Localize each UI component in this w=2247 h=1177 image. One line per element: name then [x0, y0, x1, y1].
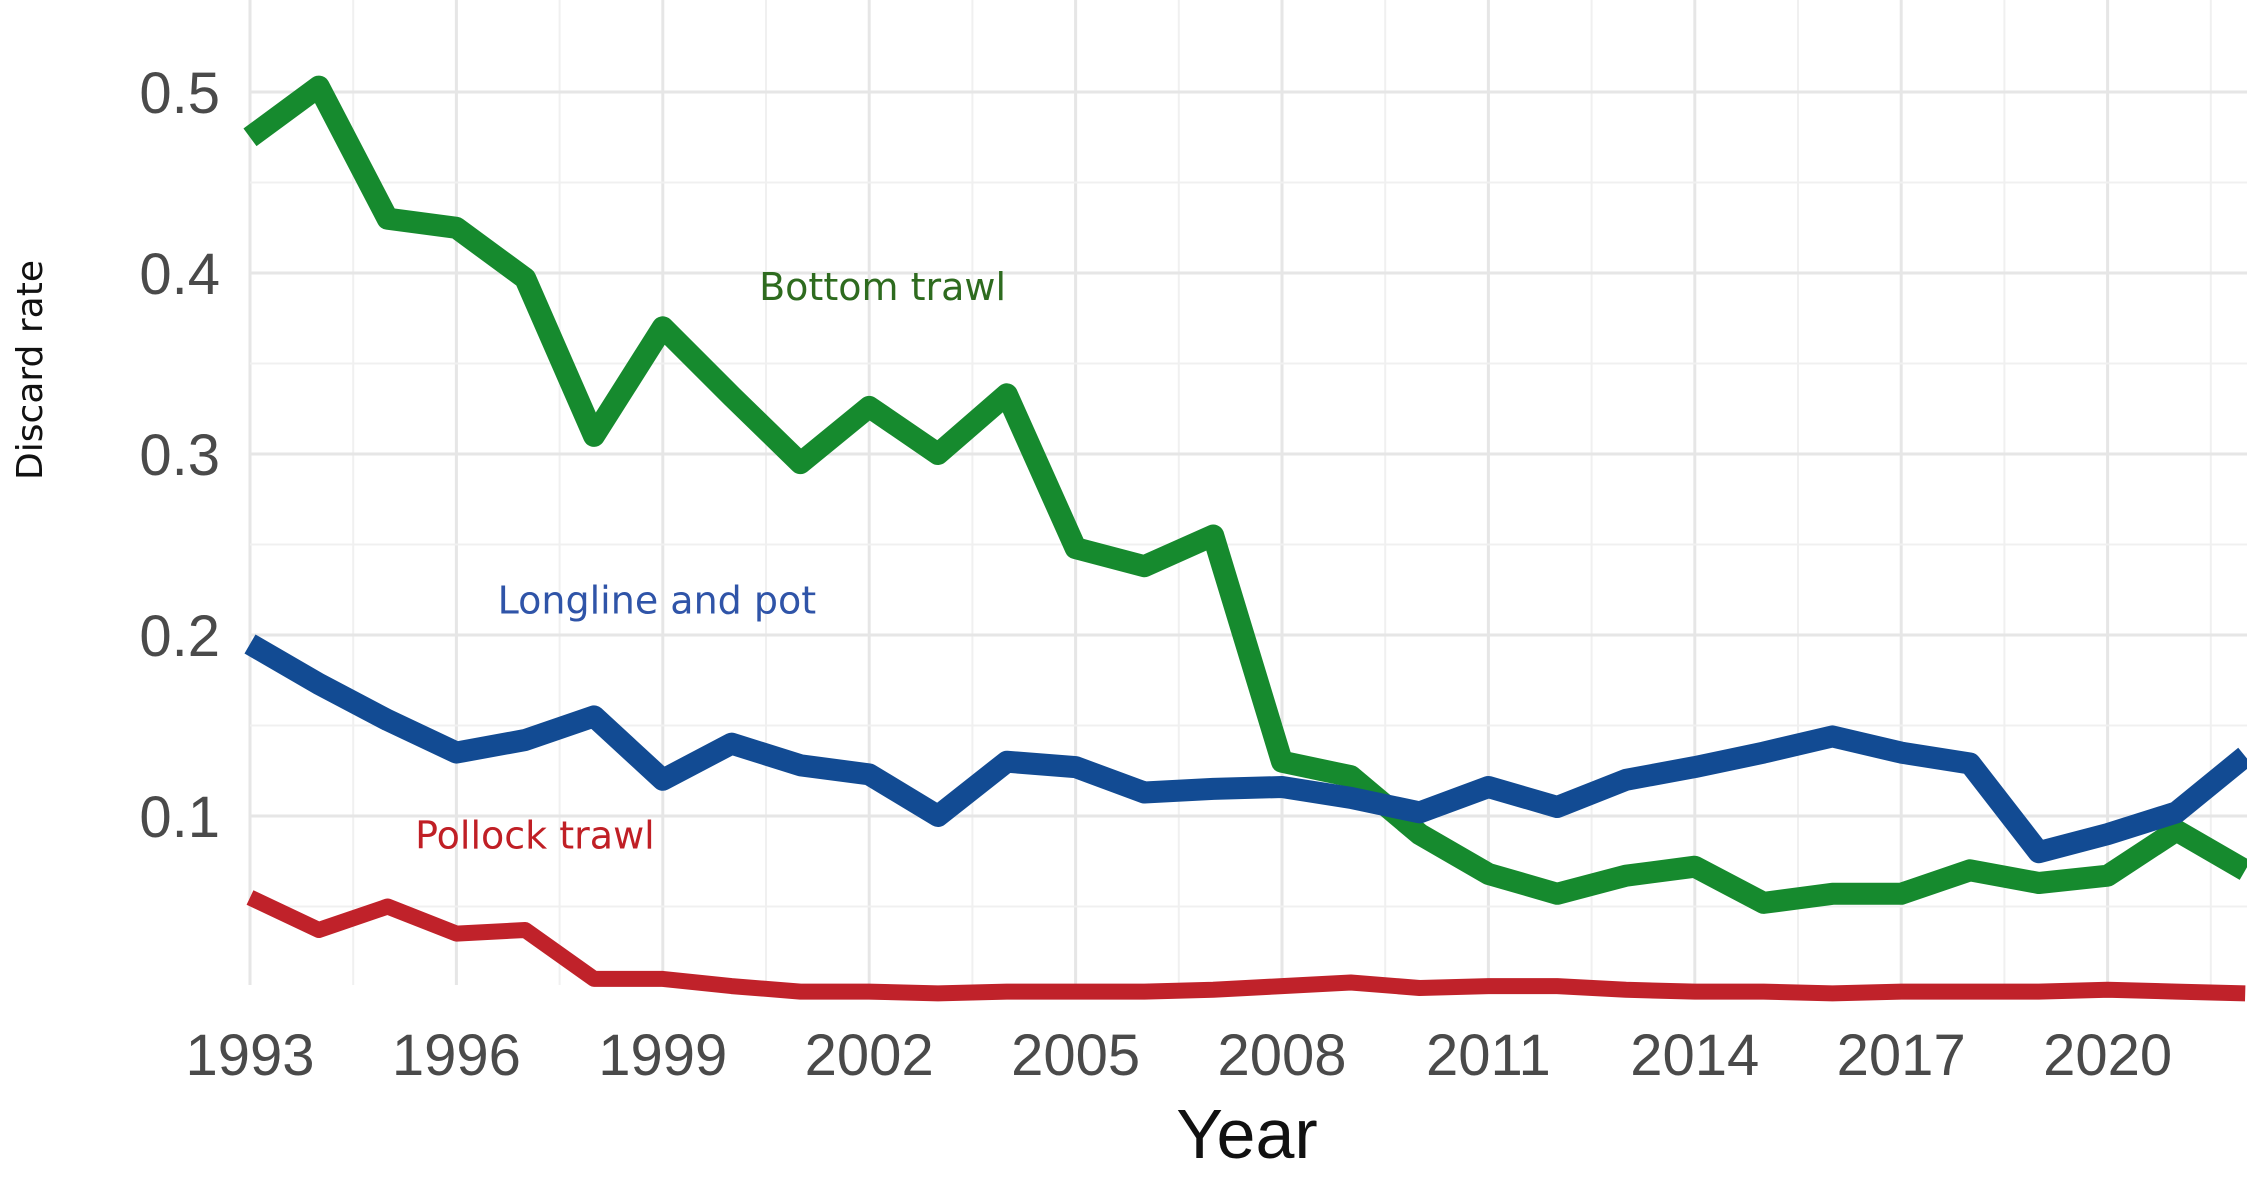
series-label: Bottom trawl	[759, 265, 1006, 309]
series-label: Longline and pot	[498, 578, 816, 622]
series-line-bottom-trawl	[243, 75, 2247, 914]
series-label: Pollock trawl	[415, 814, 655, 858]
y-tick-label: 0.3	[139, 423, 220, 488]
x-tick-label: 2002	[805, 1023, 934, 1088]
y-tick-label: 0.5	[139, 61, 220, 126]
series-labels: Bottom trawl Longline and pot Pollock traw…	[415, 265, 1006, 857]
x-tick-label: 2017	[1837, 1023, 1966, 1088]
x-tick-label: 1993	[185, 1023, 314, 1088]
x-tick-label: 2008	[1217, 1023, 1346, 1088]
x-axis-title: Year	[1176, 1095, 1317, 1173]
x-tick-label: 2005	[1011, 1023, 1140, 1088]
x-tick-label: 2011	[1426, 1023, 1551, 1088]
x-tick-label: 2014	[1630, 1023, 1759, 1088]
y-tick-label: 0.4	[139, 242, 220, 307]
series-line-longline-and-pot	[244, 634, 2247, 864]
y-tick-label: 0.2	[139, 604, 220, 669]
grid-lines	[248, 0, 2247, 985]
y-tick-label: 0.1	[139, 785, 220, 850]
x-tick-label: 1996	[392, 1023, 521, 1088]
x-tick-label: 1999	[598, 1023, 727, 1088]
y-axis-title: Discard rate	[10, 260, 51, 480]
series-line-pollock-trawl	[246, 890, 2246, 1002]
x-tick-label: 2020	[2043, 1023, 2172, 1088]
y-tick-labels: 0.1 0.2 0.3 0.4 0.5	[139, 61, 220, 850]
x-tick-labels: 1993 1996 1999 2002 2005 2008 2011 2014 2017 2020	[185, 1023, 2172, 1088]
series-lines	[243, 75, 2247, 1002]
